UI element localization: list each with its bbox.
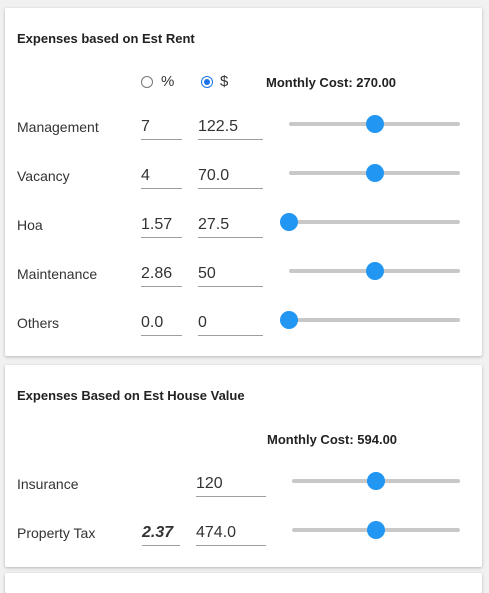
- hoa-amount-input[interactable]: 27.5: [198, 212, 263, 238]
- house-section-title: Expenses Based on Est House Value: [17, 388, 245, 403]
- maintenance-slider-thumb[interactable]: [365, 262, 384, 280]
- others-amount-input[interactable]: 0: [198, 310, 263, 336]
- maintenance-slider[interactable]: [289, 262, 460, 280]
- management-amount-input[interactable]: 122.5: [198, 114, 263, 140]
- percent-radio-label: %: [161, 73, 175, 90]
- maintenance-amount-input[interactable]: 50: [198, 261, 263, 287]
- vacancy-label: Vacancy: [17, 168, 70, 184]
- dollar-radio[interactable]: [201, 76, 213, 88]
- property-tax-label: Property Tax: [17, 525, 96, 541]
- property-tax-percent-input[interactable]: 2.37: [142, 520, 180, 546]
- others-label: Others: [17, 315, 60, 331]
- hoa-slider-thumb[interactable]: [280, 213, 298, 231]
- hoa-percent-input[interactable]: 1.57: [141, 212, 182, 238]
- maintenance-percent-input[interactable]: 2.86: [141, 261, 182, 287]
- insurance-amount-input[interactable]: 120: [196, 471, 266, 497]
- insurance-label: Insurance: [17, 476, 79, 492]
- maintenance-label: Maintenance: [17, 266, 98, 282]
- others-slider-thumb[interactable]: [280, 311, 298, 329]
- others-slider[interactable]: [280, 311, 460, 329]
- rent-section-title: Expenses based on Est Rent: [17, 31, 195, 46]
- vacancy-slider[interactable]: [289, 164, 460, 182]
- house-monthly-cost: Monthly Cost: 594.00: [267, 432, 398, 447]
- management-slider[interactable]: [289, 115, 460, 133]
- house-expenses-card: Expenses Based on Est House Value Monthl…: [5, 365, 482, 567]
- management-slider-thumb[interactable]: [365, 115, 384, 133]
- hoa-label: Hoa: [17, 217, 43, 233]
- property-tax-slider[interactable]: [292, 521, 460, 539]
- management-percent-input[interactable]: 7: [141, 114, 182, 140]
- vacancy-amount-input[interactable]: 70.0: [198, 163, 263, 189]
- vacancy-percent-input[interactable]: 4: [141, 163, 182, 189]
- management-label: Management: [17, 119, 99, 135]
- property-tax-amount-input[interactable]: 474.0: [196, 520, 266, 546]
- insurance-slider[interactable]: [292, 472, 460, 490]
- vacancy-slider-thumb[interactable]: [365, 164, 384, 182]
- dollar-radio-label: $: [220, 73, 229, 90]
- hoa-slider[interactable]: [280, 213, 460, 231]
- percent-radio[interactable]: [141, 76, 153, 88]
- next-card: [5, 573, 482, 593]
- insurance-slider-thumb[interactable]: [367, 472, 385, 490]
- property-tax-slider-thumb[interactable]: [367, 521, 385, 539]
- rent-expenses-card: Expenses based on Est Rent % $ Monthly C…: [5, 8, 482, 356]
- others-percent-input[interactable]: 0.0: [141, 310, 182, 336]
- rent-monthly-cost: Monthly Cost: 270.00: [266, 75, 397, 90]
